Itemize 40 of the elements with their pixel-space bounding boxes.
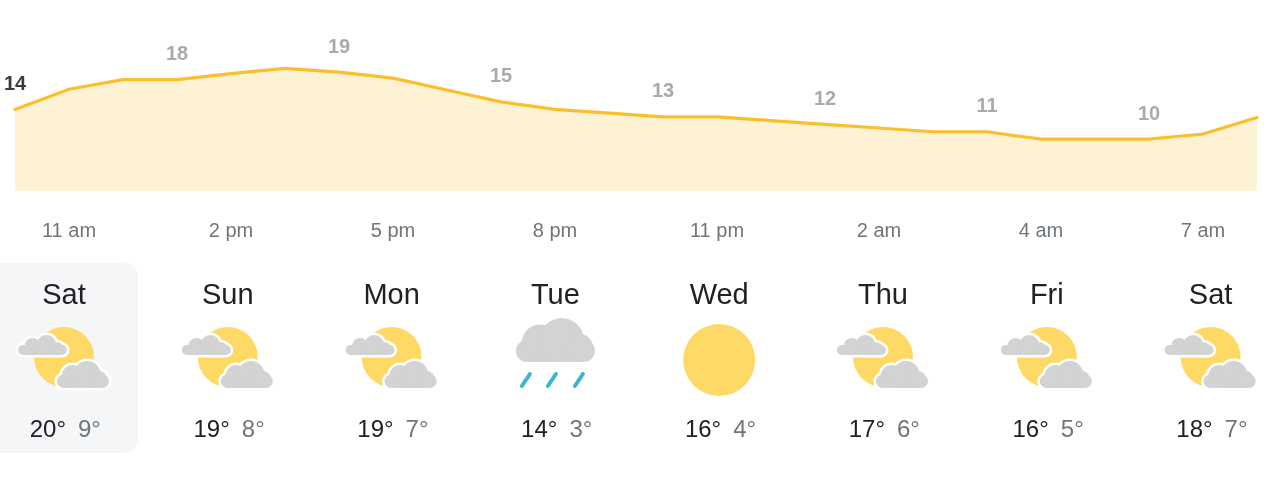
- category-label: Wed: [689, 278, 749, 310]
- data-label: 14°: [521, 415, 558, 442]
- data-label: 4°: [733, 415, 757, 442]
- data-label: 10: [1137, 101, 1161, 124]
- data-label: 15: [489, 64, 513, 87]
- x-tick-label: 4 am: [1018, 219, 1064, 241]
- data-label: 6°: [897, 415, 920, 442]
- data-label: 16°: [1012, 415, 1049, 442]
- data-label: 18: [165, 42, 189, 65]
- data-label: 20°: [29, 415, 66, 442]
- x-tick-label: 2 pm: [208, 219, 254, 241]
- data-label: 17°: [848, 415, 885, 442]
- data-label: 12: [813, 86, 837, 109]
- data-label: 3°: [569, 415, 593, 442]
- x-tick-label: 11 am: [41, 219, 97, 241]
- category-label: Fri: [1029, 278, 1064, 310]
- data-label: 16°: [684, 415, 722, 442]
- data-label: 13: [651, 79, 675, 102]
- data-label: 7°: [405, 415, 429, 442]
- data-label: 19°: [357, 415, 394, 442]
- data-label: 7°: [1224, 415, 1248, 442]
- data-label: 5°: [1060, 415, 1084, 442]
- data-label: 19°: [193, 415, 230, 442]
- category-label: Tue: [530, 278, 580, 310]
- category-label: Mon: [363, 278, 420, 310]
- x-tick-label: 2 am: [856, 219, 902, 241]
- data-label: 8°: [241, 415, 265, 442]
- x-tick-label: 11 pm: [689, 219, 745, 241]
- category-label: Sat: [42, 278, 86, 310]
- data-label: 18°: [1176, 415, 1213, 442]
- x-tick-label: 7 am: [1180, 219, 1226, 241]
- x-tick-label: 8 pm: [532, 219, 578, 241]
- data-label: 19: [327, 34, 351, 57]
- category-label: Thu: [858, 278, 908, 310]
- data-label: 14: [3, 71, 27, 94]
- category-label: Sun: [202, 278, 254, 310]
- x-tick-label: 5 pm: [370, 219, 416, 241]
- data-label: 9°: [78, 415, 101, 442]
- data-label: 11: [976, 94, 998, 117]
- category-label: Sat: [1188, 278, 1233, 310]
